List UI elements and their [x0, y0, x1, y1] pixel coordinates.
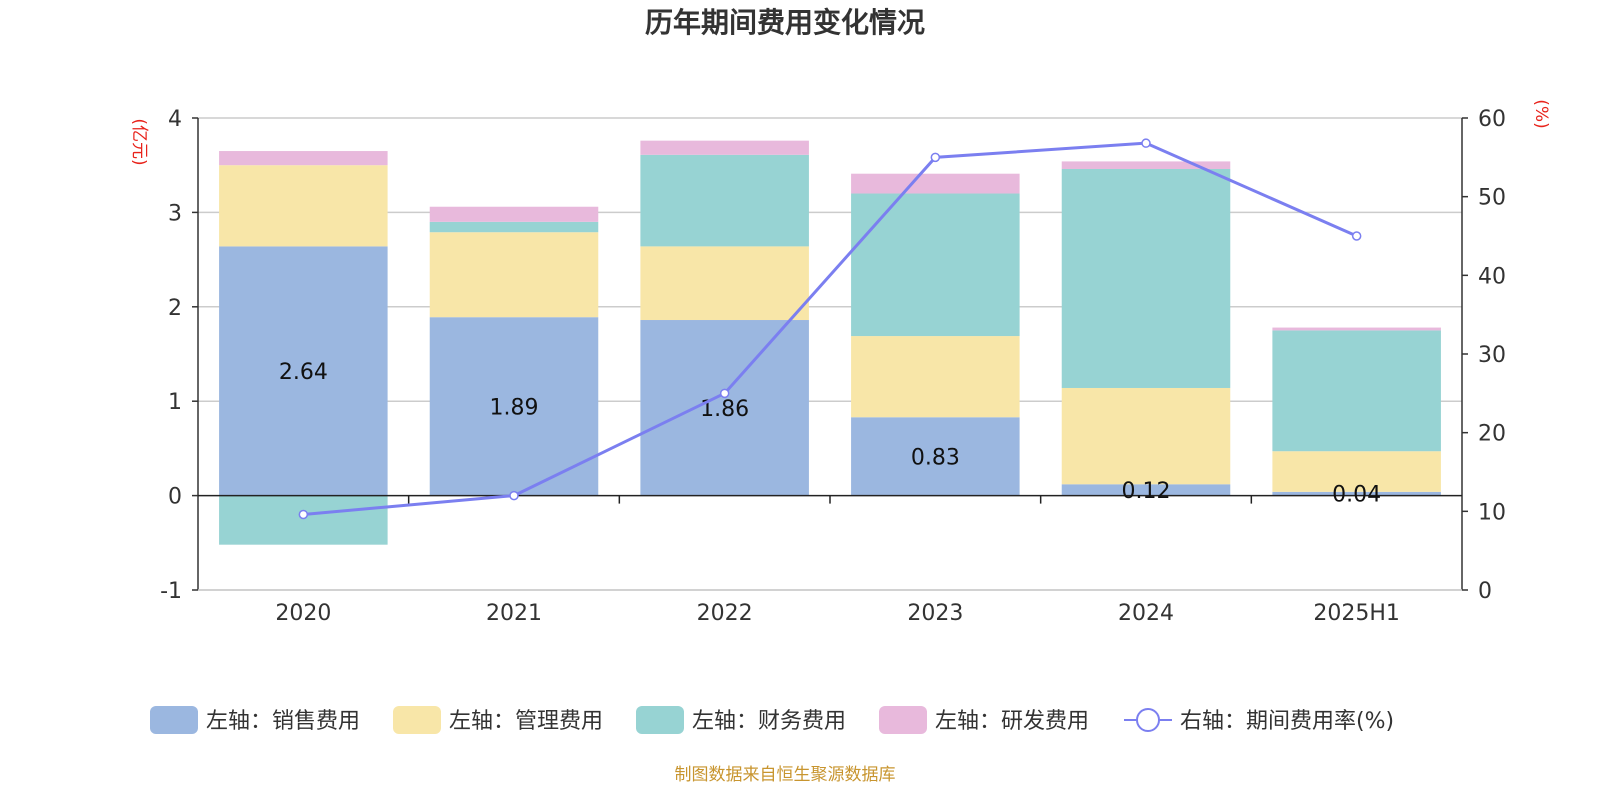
right-tick-label: 0 [1478, 579, 1492, 604]
bars [219, 140, 1441, 545]
legend-item[interactable]: 右轴：期间费用率(%) [1124, 708, 1394, 734]
bar-segment [219, 246, 388, 496]
data-labels: 2.641.89 1.860.830.12 0.04 [279, 360, 1381, 508]
data-label: 0.83 [911, 445, 960, 470]
category-label: 2025H1 [1313, 601, 1400, 626]
rate-point [1351, 231, 1362, 241]
legend-swatch [150, 706, 198, 734]
legend-item[interactable]: 左轴：销售费用 [150, 706, 360, 734]
left-tick-label: 1 [168, 390, 182, 415]
right-axis-unit: (%) [1531, 99, 1551, 128]
left-tick-label: 0 [168, 485, 182, 510]
rate-line-path [303, 141, 1358, 516]
bar-segment [1061, 168, 1231, 388]
right-tick-label: 10 [1478, 500, 1506, 525]
bar-segment [1061, 161, 1231, 169]
rate-point [1141, 138, 1151, 148]
left-tick-label: 2 [168, 296, 182, 321]
rate-point [719, 388, 730, 399]
category-label: 2023 [907, 601, 963, 626]
right-tick-label: 40 [1478, 264, 1506, 289]
bar-segment [1272, 330, 1441, 452]
legend-circle-icon [1136, 708, 1160, 732]
data-label: 0.12 [1122, 479, 1171, 504]
category-label: 2020 [275, 601, 331, 626]
bar-segment [219, 495, 388, 545]
bar-segment [851, 417, 1020, 496]
legend[interactable]: 左轴：销售费用 左轴：管理费用 左轴：财务费用 左轴：研发费用 右轴：期间费用率(%) [150, 706, 1394, 734]
bar-segment [1272, 451, 1441, 492]
bar-segment [640, 154, 809, 247]
bar-segment [1061, 484, 1231, 496]
left-axis-unit: (亿元) [129, 118, 149, 165]
legend-label: 左轴：管理费用 [449, 709, 603, 734]
source-note: 制图数据来自恒生聚源数据库 [675, 765, 896, 785]
category-label: 2021 [486, 601, 542, 626]
left-tick-label: 4 [168, 107, 182, 132]
rate-point [930, 152, 941, 163]
bar-segment [640, 320, 809, 496]
bar-segment [1272, 327, 1441, 331]
bar-segment [851, 336, 1020, 418]
legend-label: 左轴：销售费用 [206, 709, 360, 734]
category-label: 2022 [697, 601, 753, 626]
legend-label: 左轴：财务费用 [692, 709, 846, 734]
legend-swatch [393, 706, 441, 734]
bar-segment [851, 193, 1020, 337]
legend-item[interactable]: 左轴：研发费用 [879, 706, 1089, 734]
legend-label: 右轴：期间费用率(%) [1180, 709, 1394, 734]
legend-swatch [879, 706, 927, 734]
legend-swatch [636, 706, 684, 734]
bar-segment [429, 317, 599, 496]
legend-item[interactable]: 左轴：管理费用 [393, 706, 603, 734]
data-label: 0.04 [1332, 483, 1381, 508]
bar-segment [429, 232, 599, 318]
bar-segment [1272, 491, 1441, 496]
rate-point [298, 509, 309, 520]
right-tick-label: 50 [1478, 186, 1506, 211]
right-tick-label: 20 [1478, 422, 1506, 447]
bar-segment [1061, 387, 1231, 485]
rate-point [509, 490, 519, 501]
rate-line [298, 138, 1362, 520]
right-tick-label: 30 [1478, 343, 1506, 368]
bar-segment [640, 140, 809, 155]
data-label: 2.64 [279, 360, 328, 385]
bar-segment [219, 151, 388, 166]
legend-label: 左轴：研发费用 [935, 709, 1089, 734]
left-tick-label: -1 [160, 579, 182, 604]
chart-title: 历年期间费用变化情况 [645, 6, 925, 39]
bar-segment [219, 165, 388, 247]
legend-item[interactable]: 左轴：财务费用 [636, 706, 846, 734]
bar-segment [429, 221, 599, 233]
data-label: 1.89 [490, 395, 539, 420]
bar-segment [851, 173, 1020, 194]
right-tick-label: 60 [1478, 107, 1506, 132]
left-tick-label: 3 [168, 201, 182, 226]
bar-segment [640, 246, 809, 321]
bar-segment [429, 206, 599, 222]
category-label: 2024 [1118, 601, 1174, 626]
